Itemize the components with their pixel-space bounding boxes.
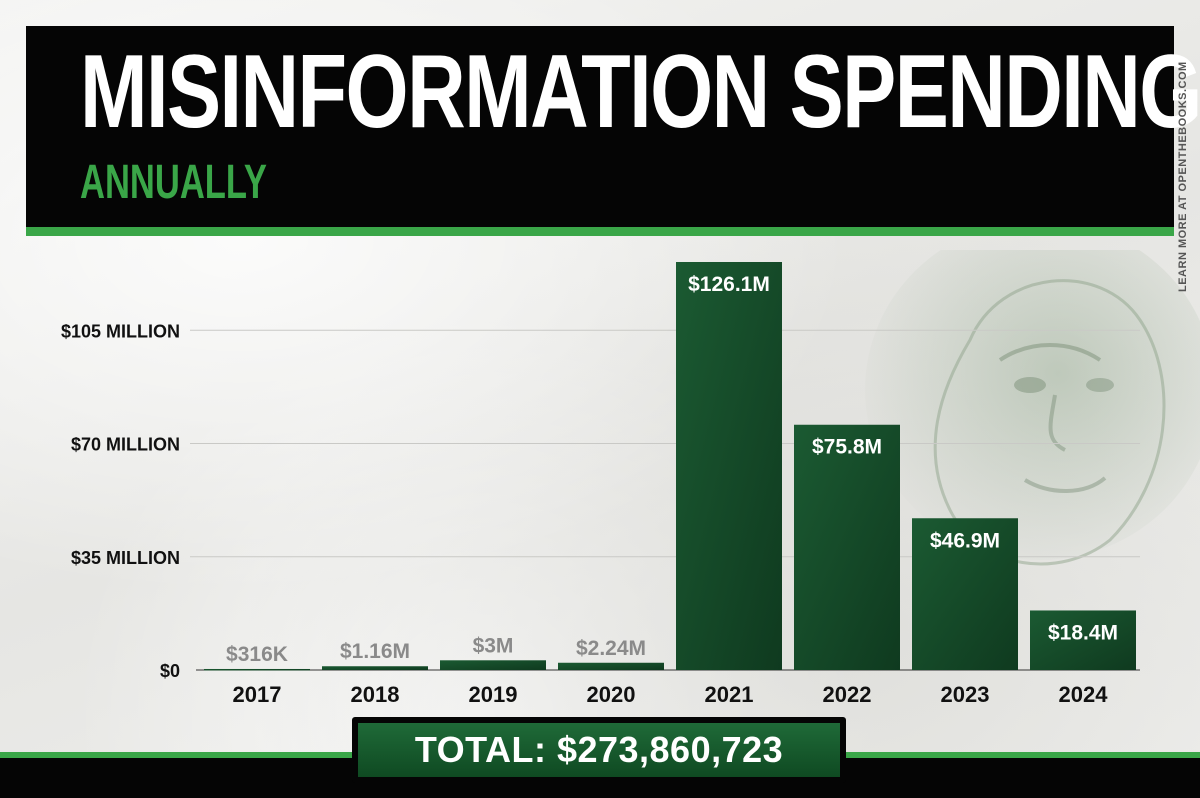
bar-value-label: $126.1M	[688, 273, 770, 296]
bar-2024	[1030, 610, 1136, 670]
chart-subtitle: ANNUALLY	[80, 156, 267, 209]
x-tick-label: 2017	[233, 682, 282, 707]
bar-2018	[322, 666, 428, 670]
x-axis-tick-labels: 2017 2018 2019 2020 2021 2022 2023 2024	[233, 682, 1109, 707]
x-tick-label: 2023	[941, 682, 990, 707]
x-tick-label: 2019	[469, 682, 518, 707]
y-tick-label: $105 MILLION	[61, 321, 180, 341]
bar-value-label: $3M	[473, 634, 514, 657]
total-label: TOTAL: $273,860,723	[414, 729, 784, 770]
bar-value-label: $1.16M	[340, 640, 410, 663]
bar-2023	[912, 518, 1018, 670]
bar-value-label: $2.24M	[576, 637, 646, 660]
y-tick-label: $70 MILLION	[71, 435, 180, 455]
bars	[204, 262, 1136, 671]
y-tick-label: $35 MILLION	[71, 548, 180, 568]
x-tick-label: 2022	[823, 682, 872, 707]
total-box: TOTAL: $273,860,723	[352, 717, 846, 783]
total-box-inner: TOTAL: $273,860,723	[358, 723, 840, 777]
y-axis-tick-labels: $0 $35 MILLION $70 MILLION $105 MILLION	[61, 321, 180, 681]
bar-value-label: $46.9M	[930, 529, 1000, 552]
banknote-portrait-watermark	[865, 250, 1200, 566]
x-tick-label: 2020	[587, 682, 636, 707]
bar-2022	[794, 424, 900, 670]
bar-value-labels: $316K $1.16M $3M $2.24M $126.1M $75.8M $46.9M $…	[226, 273, 1118, 666]
x-tick-label: 2021	[705, 682, 754, 707]
title-bar	[26, 26, 1174, 227]
bar-value-label: $18.4M	[1048, 621, 1118, 644]
x-tick-label: 2018	[351, 682, 400, 707]
source-credit: LEARN MORE AT OPENTHEBOOKS.COM	[1177, 61, 1189, 292]
bar-value-label: $316K	[226, 643, 288, 666]
title-accent-stripe	[26, 227, 1174, 236]
chart-title: MISINFORMATION SPENDING	[80, 34, 1200, 150]
bar-2019	[440, 660, 546, 670]
x-tick-label: 2024	[1059, 682, 1109, 707]
bar-2021	[676, 262, 782, 670]
y-tick-label: $0	[160, 661, 180, 681]
bar-value-label: $75.8M	[812, 436, 882, 459]
bar-2020	[558, 662, 664, 670]
bar-2017	[204, 668, 310, 671]
